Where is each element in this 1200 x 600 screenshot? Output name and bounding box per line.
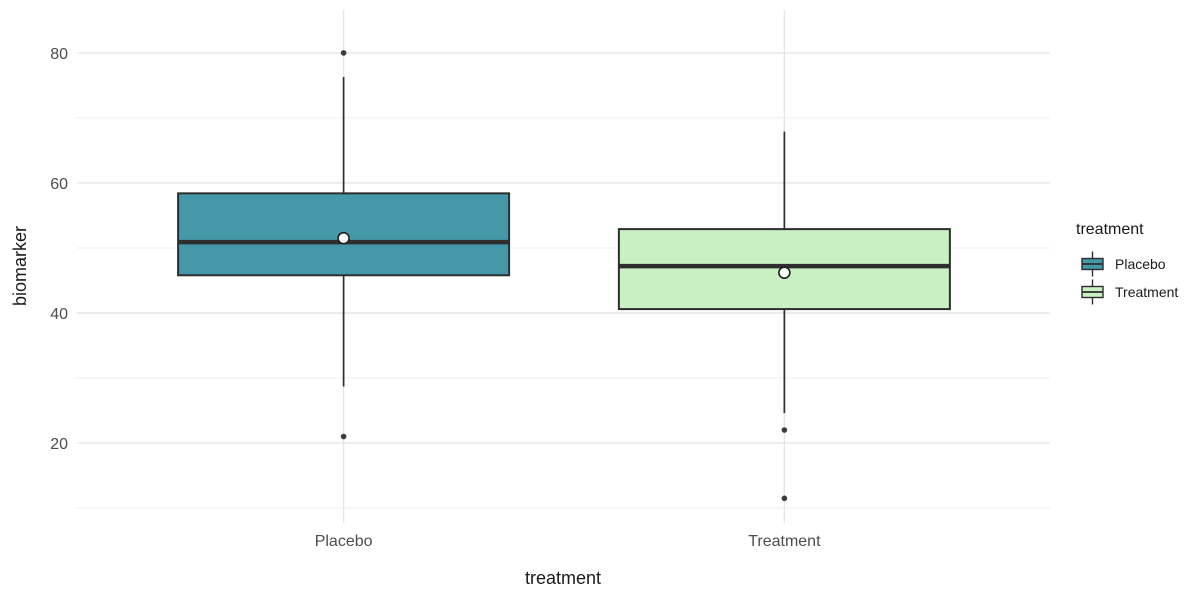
y-tick-label: 80	[50, 46, 68, 63]
outlier-point-placebo	[340, 433, 347, 440]
boxplot-key-icon	[1081, 251, 1104, 277]
legend-label-placebo: Placebo	[1115, 256, 1166, 272]
y-tick-label: 20	[50, 436, 68, 453]
x-tick-label-placebo: Placebo	[315, 533, 373, 550]
mean-point-placebo	[337, 231, 350, 245]
y-tick-label: 40	[50, 306, 68, 323]
outlier-point-treatment	[781, 495, 788, 502]
legend-item-treatment: Treatment	[1076, 278, 1178, 306]
legend-label-treatment: Treatment	[1115, 284, 1179, 300]
legend-title: treatment	[1076, 221, 1144, 238]
x-axis-title: treatment	[525, 568, 601, 588]
boxplot-key-icon	[1081, 279, 1104, 305]
outlier-point-placebo	[340, 50, 347, 56]
y-axis-title: biomarker	[10, 226, 30, 306]
outlier-point-treatment	[781, 427, 788, 433]
y-tick-label: 60	[50, 176, 68, 193]
x-tick-label-treatment: Treatment	[748, 533, 821, 550]
mean-point-treatment	[778, 266, 791, 279]
legend-item-placebo: Placebo	[1076, 250, 1178, 278]
legend: treatment Placebo Treatment	[1076, 220, 1178, 306]
